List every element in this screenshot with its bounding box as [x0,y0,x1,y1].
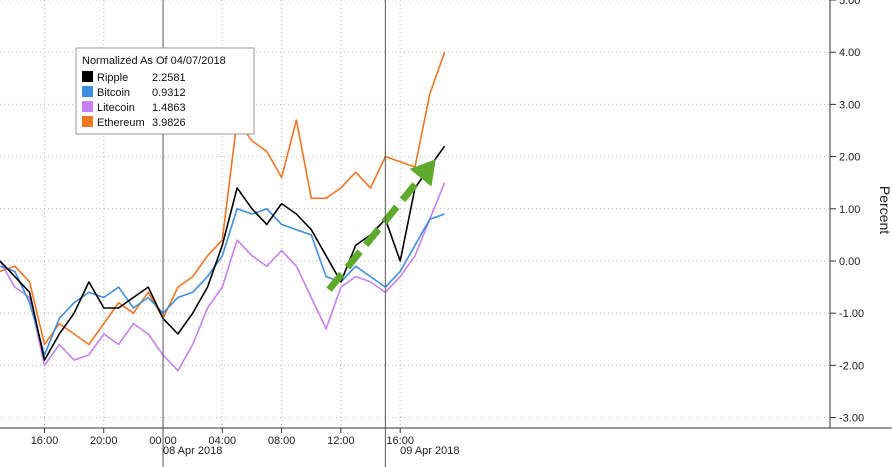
legend-label-ethereum: Ethereum [97,117,145,129]
y-tick-label: 2.00 [839,152,860,164]
trend-arrow-shaft [326,175,424,292]
legend-swatch-litecoin [82,101,93,112]
y-tick-label: -2.00 [839,360,864,372]
trend-arrow-head [409,159,436,187]
date-label: 09 Apr 2018 [400,445,459,457]
legend-swatch-ethereum [82,116,93,127]
legend: Normalized As Of 04/07/2018 Ripple 2.258… [75,47,255,135]
legend-box [75,47,255,135]
date-label: 08 Apr 2018 [163,445,222,457]
legend-title: Normalized As Of 04/07/2018 [82,55,226,67]
legend-value-litecoin: 1.4863 [152,102,186,114]
y-tick-label: 0.00 [839,256,860,268]
y-axis-title: Percent [877,186,892,234]
legend-value-ethereum: 3.9826 [152,117,186,129]
legend-label-bitcoin: Bitcoin [97,87,130,99]
y-tick-label: 1.00 [839,204,860,216]
x-tick-label: 20:00 [90,435,118,447]
x-tick-label: 12:00 [327,435,355,447]
series-line-litecoin [0,182,446,372]
x-tick-label: 04:00 [209,435,237,447]
legend-label-ripple: Ripple [97,72,128,84]
y-tick-label: -3.00 [839,413,864,425]
legend-label-litecoin: Litecoin [97,102,135,114]
legend-swatch-ripple [82,71,93,82]
y-tick-label: 3.00 [839,99,860,111]
y-tick-label: -1.00 [839,308,864,320]
x-tick-label: 16:00 [31,435,59,447]
legend-swatch-bitcoin [82,86,93,97]
legend-value-ripple: 2.2581 [152,72,186,84]
series-line-bitcoin [0,208,445,356]
legend-value-bitcoin: 0.9312 [152,87,186,99]
annotation-layer [326,159,436,292]
y-tick-label: 4.00 [839,47,860,59]
y-tick-label: 5.00 [839,0,860,7]
x-tick-label: 16:00 [386,435,414,447]
series-line-ethereum [0,51,446,346]
x-tick-label: 08:00 [268,435,296,447]
